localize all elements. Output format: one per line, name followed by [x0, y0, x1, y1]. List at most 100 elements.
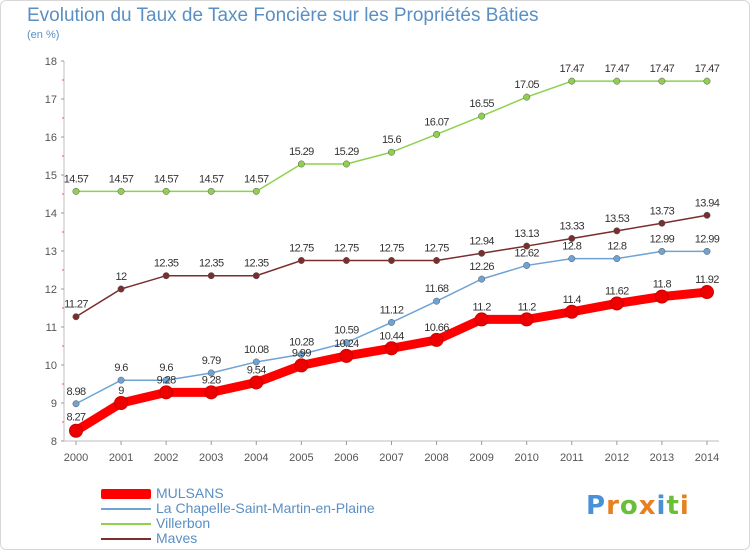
logo-letter: o	[619, 491, 639, 521]
data-label: 14.57	[64, 173, 89, 185]
data-label: 9.28	[202, 374, 221, 386]
legend-swatch	[101, 507, 151, 510]
data-point	[568, 255, 576, 263]
x-tick-label: 2012	[605, 452, 629, 464]
legend-item: La Chapelle-Saint-Martin-en-Plaine	[101, 501, 375, 516]
data-point-mulsans	[609, 296, 624, 311]
data-point	[252, 358, 260, 366]
legend-item: Maves	[101, 531, 375, 546]
x-tick-label: 2007	[379, 452, 403, 464]
data-label: 12	[116, 271, 128, 283]
data-label: 9.99	[292, 347, 311, 359]
data-label: 15.6	[382, 134, 401, 146]
data-point	[478, 249, 486, 257]
data-label: 9	[118, 385, 124, 397]
data-label: 14.57	[109, 173, 134, 185]
data-point	[523, 93, 531, 101]
data-label: 17.47	[560, 63, 585, 75]
legend-swatch	[101, 488, 151, 499]
data-label: 12.62	[514, 247, 539, 259]
data-point	[117, 285, 125, 293]
legend: MULSANS La Chapelle-Saint-Martin-en-Plain…	[101, 486, 375, 546]
data-point-mulsans	[159, 385, 174, 400]
data-label: 14.57	[244, 173, 269, 185]
x-tick-label: 2006	[334, 452, 358, 464]
logo-letter: P	[586, 491, 607, 521]
data-point	[162, 272, 170, 280]
y-tick-label: 9	[51, 398, 57, 410]
data-label: 12.75	[289, 243, 314, 255]
data-label: 12.35	[244, 258, 269, 270]
data-point	[117, 187, 125, 195]
data-point	[342, 160, 350, 168]
data-label: 12.8	[562, 241, 581, 253]
data-point	[433, 297, 441, 305]
x-tick-label: 2009	[469, 452, 493, 464]
logo-letter: x	[638, 491, 657, 521]
data-point	[703, 77, 711, 85]
legend-swatch	[101, 537, 151, 540]
data-point	[478, 112, 486, 120]
data-label: 8.98	[66, 386, 85, 398]
data-point	[297, 257, 305, 264]
data-point	[252, 187, 260, 195]
data-label: 14.57	[199, 173, 224, 185]
y-tick-label: 10	[45, 360, 57, 372]
x-tick-label: 2011	[560, 452, 584, 464]
data-point	[433, 130, 441, 138]
x-tick-label: 2001	[109, 452, 133, 464]
data-label: 13.33	[560, 220, 585, 232]
x-tick-label: 2010	[514, 452, 538, 464]
logo-letter: i	[679, 491, 690, 521]
data-label: 13.94	[695, 197, 720, 209]
data-point	[433, 257, 441, 264]
data-point-mulsans	[294, 358, 309, 373]
data-point-mulsans	[384, 341, 399, 356]
data-point	[342, 257, 350, 264]
data-label: 10.08	[244, 344, 269, 356]
data-label: 17.05	[514, 79, 539, 91]
data-label: 12.99	[695, 233, 720, 245]
chart-unit: (en %)	[27, 29, 60, 41]
data-point	[478, 275, 486, 283]
data-label: 9.54	[247, 364, 266, 376]
data-point	[658, 219, 666, 227]
data-point	[613, 227, 621, 235]
x-tick-label: 2008	[424, 452, 448, 464]
data-point	[658, 77, 666, 85]
data-point-mulsans	[204, 385, 219, 400]
x-tick-label: 2013	[650, 452, 674, 464]
y-tick-label: 8	[51, 436, 57, 448]
data-label: 16.07	[424, 116, 449, 128]
data-point	[297, 160, 305, 168]
data-label: 12.75	[379, 243, 404, 255]
data-label: 16.55	[469, 98, 494, 110]
x-tick-label: 2004	[244, 452, 268, 464]
data-label: 17.47	[695, 63, 720, 75]
data-point-mulsans	[114, 396, 129, 410]
legend-swatch	[101, 522, 151, 525]
y-tick-label: 16	[45, 132, 57, 144]
data-point	[162, 187, 170, 195]
data-point	[658, 247, 666, 255]
data-label: 9.6	[159, 362, 173, 374]
data-point	[523, 261, 531, 269]
data-label: 9.79	[202, 355, 221, 367]
data-label: 10.59	[334, 325, 359, 337]
data-point	[703, 211, 711, 219]
data-point-mulsans	[249, 375, 264, 390]
x-tick-label: 2014	[695, 452, 719, 464]
logo-letter: i	[656, 491, 667, 521]
data-label: 15.29	[289, 146, 314, 158]
y-tick-label: 14	[45, 208, 57, 220]
legend-item: Villerbon	[101, 516, 375, 531]
data-label: 12.94	[469, 235, 494, 247]
data-point-mulsans	[519, 312, 534, 327]
data-point	[207, 187, 215, 195]
y-tick-label: 13	[45, 246, 57, 258]
data-point	[207, 272, 215, 280]
data-label: 10.44	[379, 330, 404, 342]
y-tick-label: 12	[45, 284, 57, 296]
data-point	[703, 247, 711, 255]
